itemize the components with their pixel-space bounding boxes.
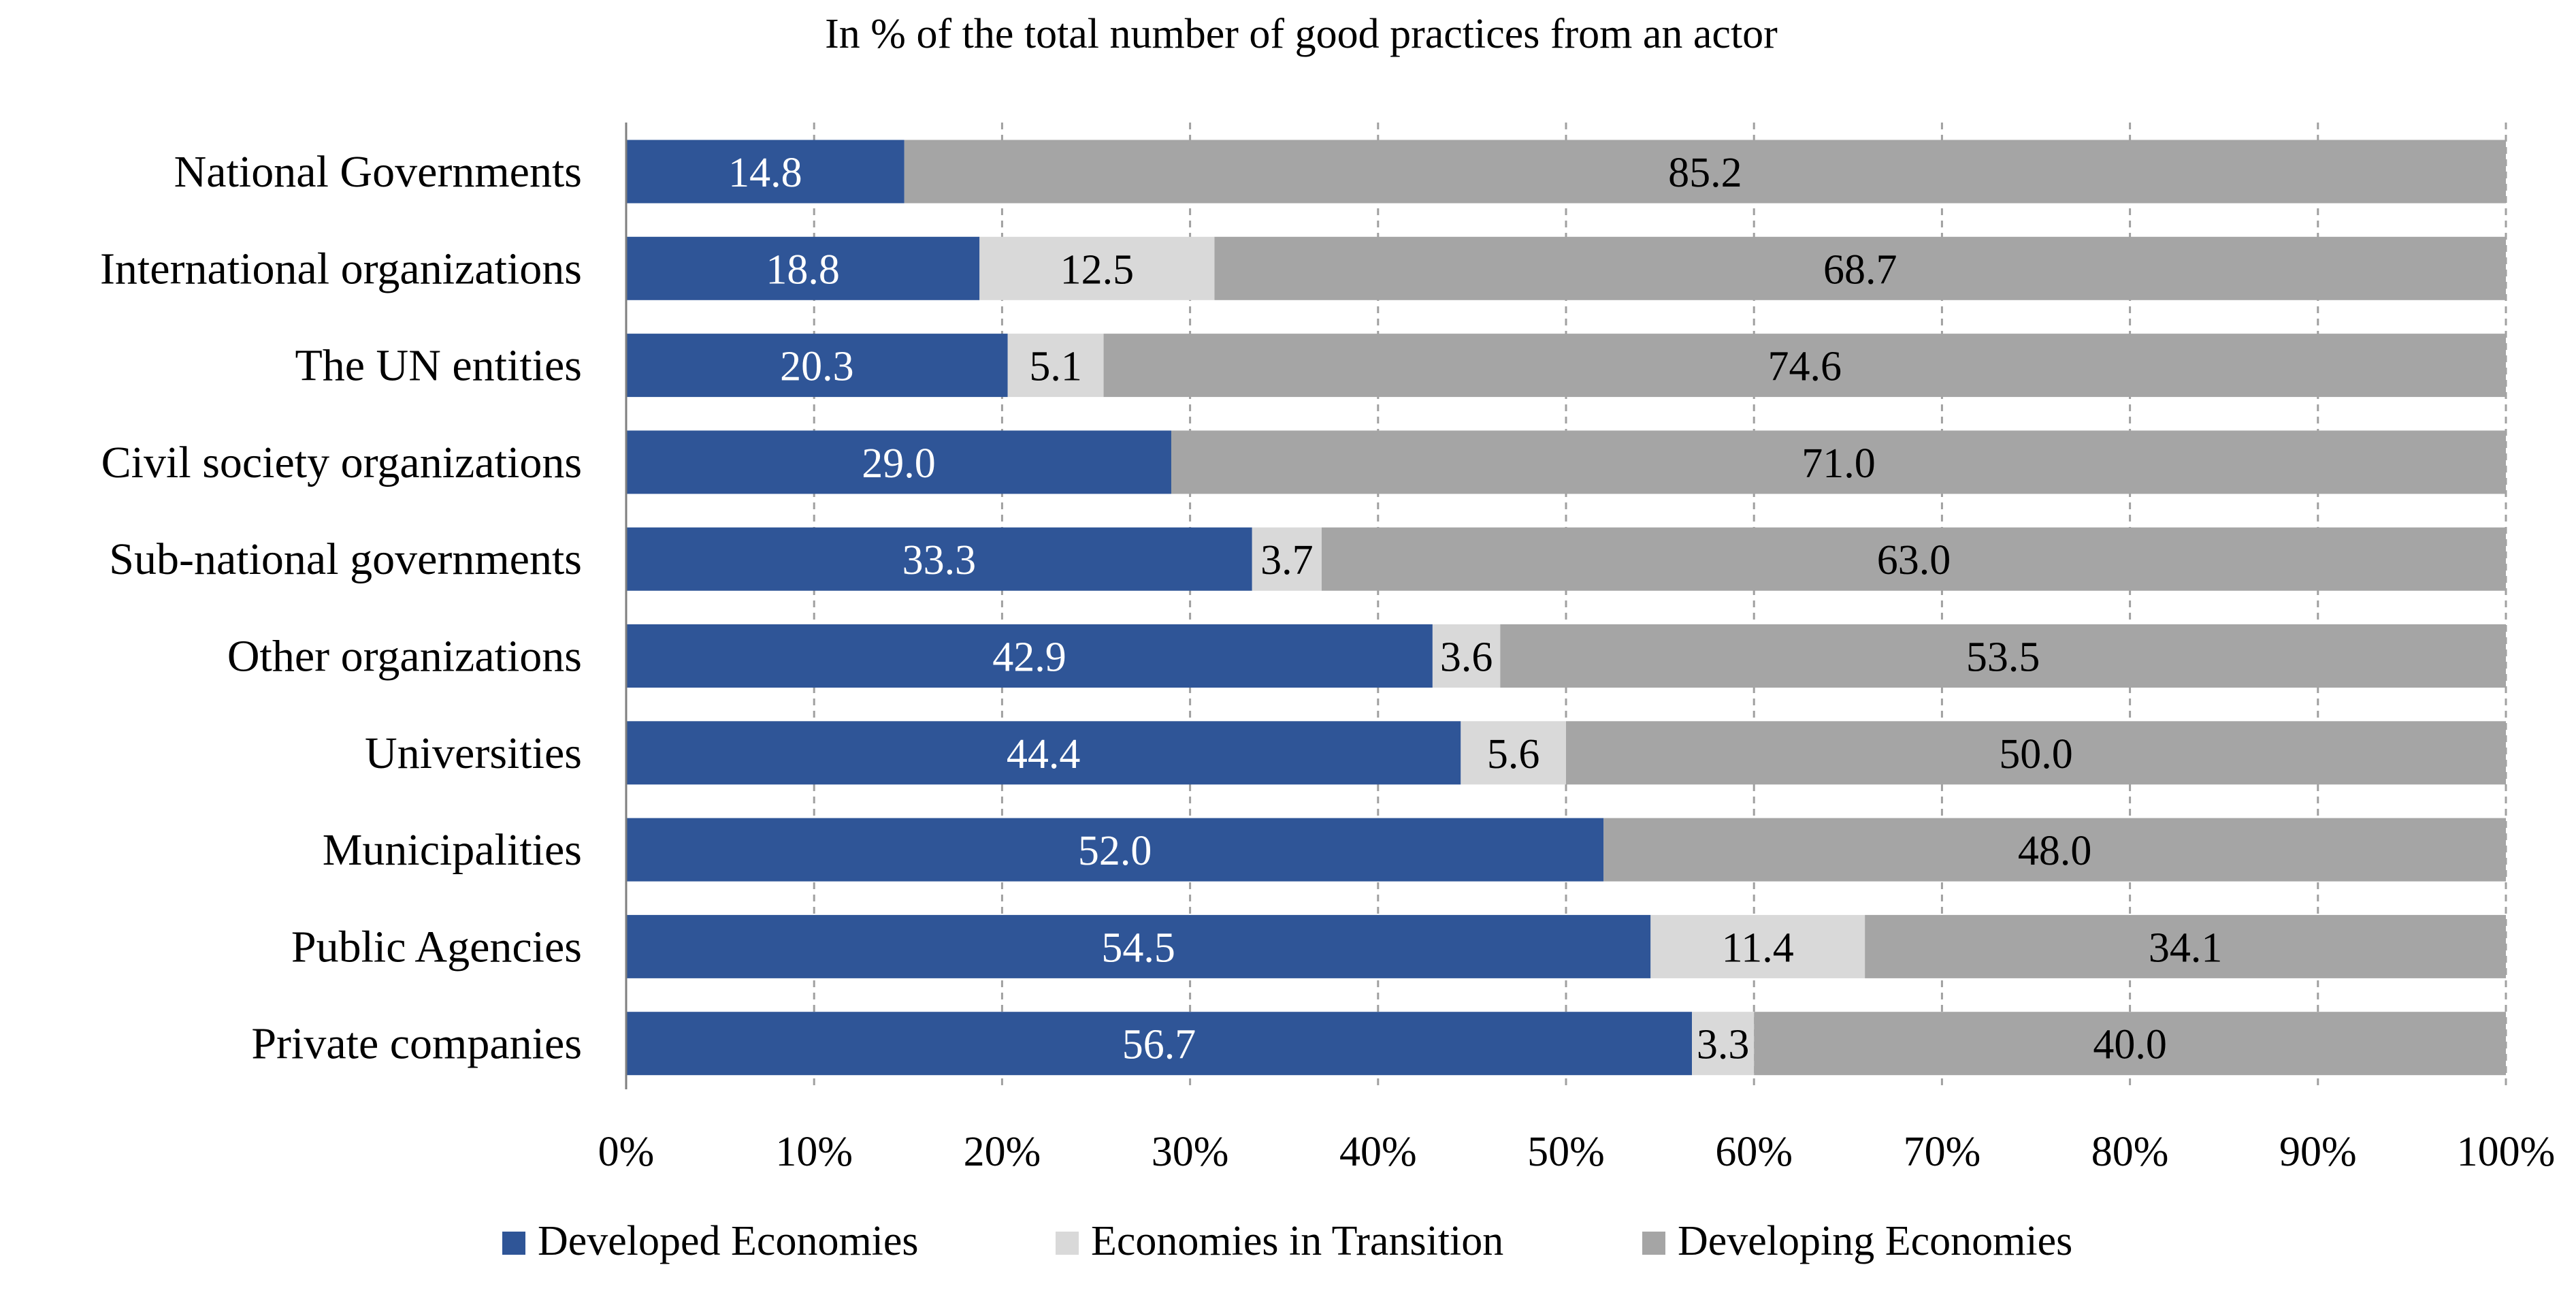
bar-value-label: 3.3 — [1697, 1022, 1750, 1068]
bar-value-label: 63.0 — [1877, 537, 1951, 583]
bar-segment — [626, 527, 1252, 591]
bar-segment — [626, 140, 904, 204]
legend: Developed Economies Economies in Transiti… — [502, 1218, 2072, 1264]
bar-segment — [1432, 624, 1501, 688]
bars — [626, 140, 2507, 1076]
legend-label: Economies in Transition — [1091, 1218, 1503, 1264]
category-label: Sub-national governments — [109, 534, 582, 584]
x-tick-label: 80% — [2091, 1129, 2169, 1175]
bar-segment — [626, 334, 1008, 398]
bar-segment — [626, 1012, 1693, 1076]
bar-value-labels: 14.8 85.2 18.8 12.5 68.7 20.3 5.1 74.6 29.0 71.0 3… — [728, 150, 2222, 1068]
bar-segment — [626, 914, 1651, 978]
bar-value-label: 74.6 — [1768, 344, 1842, 390]
category-label: Public Agencies — [291, 922, 582, 972]
bar-segment — [1865, 914, 2506, 978]
category-label: Other organizations — [227, 632, 582, 681]
x-tick-label: 50% — [1527, 1129, 1605, 1175]
bar-segment — [1321, 527, 2506, 591]
bar-value-label: 34.1 — [2149, 925, 2223, 971]
bar-value-label: 48.0 — [2018, 828, 2092, 874]
bar-segment — [1650, 914, 1865, 978]
bar-segment — [1171, 430, 2506, 494]
bar-value-label: 54.5 — [1101, 925, 1175, 971]
bar-segment — [1214, 236, 2506, 300]
category-labels: National Governments International organi… — [100, 147, 582, 1069]
bar-value-label: 33.3 — [902, 537, 977, 583]
bar-value-label: 14.8 — [728, 150, 802, 196]
bar-segment — [626, 236, 980, 300]
category-label: The UN entities — [295, 341, 582, 391]
legend-swatch — [1642, 1232, 1665, 1255]
bar-segment — [626, 624, 1433, 688]
bar-segment — [626, 721, 1461, 785]
bar-segment — [1461, 721, 1566, 785]
bar-value-label: 11.4 — [1722, 925, 1794, 971]
x-tick-label: 30% — [1152, 1129, 1229, 1175]
bar-segment — [1007, 334, 1104, 398]
bar-value-label: 5.6 — [1487, 731, 1540, 777]
legend-label: Developed Economies — [538, 1218, 919, 1264]
category-label: Private companies — [251, 1019, 582, 1069]
category-label: National Governments — [174, 147, 582, 197]
bar-segment — [1500, 624, 2506, 688]
legend-swatch — [502, 1232, 525, 1255]
category-label: Civil society organizations — [101, 438, 582, 487]
bar-value-label: 68.7 — [1823, 246, 1897, 293]
bar-segment — [904, 140, 2507, 204]
bar-segment — [1566, 721, 2506, 785]
category-label: Universities — [365, 728, 582, 778]
bar-value-label: 18.8 — [766, 246, 840, 293]
x-tick-label: 10% — [775, 1129, 853, 1175]
x-axis: 0% 10% 20% 30% 40% 50% 60% 70% 80% 90% 100% — [598, 123, 2556, 1175]
bar-segment — [1252, 527, 1322, 591]
bar-value-label: 20.3 — [780, 344, 854, 390]
chart-title: In % of the total number of good practic… — [825, 11, 1778, 57]
legend-label: Developing Economies — [1678, 1218, 2072, 1264]
bar-value-label: 29.0 — [862, 440, 936, 487]
bar-segment — [979, 236, 1215, 300]
x-tick-label: 70% — [1904, 1129, 1981, 1175]
bar-value-label: 85.2 — [1668, 150, 1742, 196]
x-tick-label: 100% — [2457, 1129, 2556, 1175]
bar-value-label: 71.0 — [1801, 440, 1876, 487]
bar-segment — [626, 430, 1171, 494]
bar-segment — [1103, 334, 2507, 398]
bar-value-label: 5.1 — [1029, 344, 1082, 390]
bar-value-label: 56.7 — [1122, 1022, 1196, 1068]
bar-value-label: 12.5 — [1060, 246, 1135, 293]
bar-value-label: 40.0 — [2093, 1022, 2167, 1068]
bar-segment — [1754, 1012, 2506, 1076]
x-tick-label: 0% — [598, 1129, 655, 1175]
bar-value-label: 53.5 — [1966, 635, 2040, 681]
x-tick-label: 90% — [2279, 1129, 2357, 1175]
x-tick-label: 60% — [1715, 1129, 1793, 1175]
x-tick-label: 40% — [1339, 1129, 1417, 1175]
x-tick-label: 20% — [964, 1129, 1041, 1175]
legend-swatch — [1056, 1232, 1079, 1255]
bar-value-label: 52.0 — [1078, 828, 1152, 874]
bar-segment — [1603, 818, 2506, 882]
bar-segment — [1692, 1012, 1755, 1076]
bar-segment — [626, 818, 1604, 882]
category-label: International organizations — [100, 244, 582, 293]
category-label: Municipalities — [323, 825, 582, 875]
bar-value-label: 44.4 — [1007, 731, 1081, 777]
bar-value-label: 3.7 — [1260, 537, 1314, 583]
bar-value-label: 42.9 — [992, 635, 1066, 681]
bar-value-label: 3.6 — [1440, 635, 1493, 681]
bar-value-label: 50.0 — [1999, 731, 2073, 777]
